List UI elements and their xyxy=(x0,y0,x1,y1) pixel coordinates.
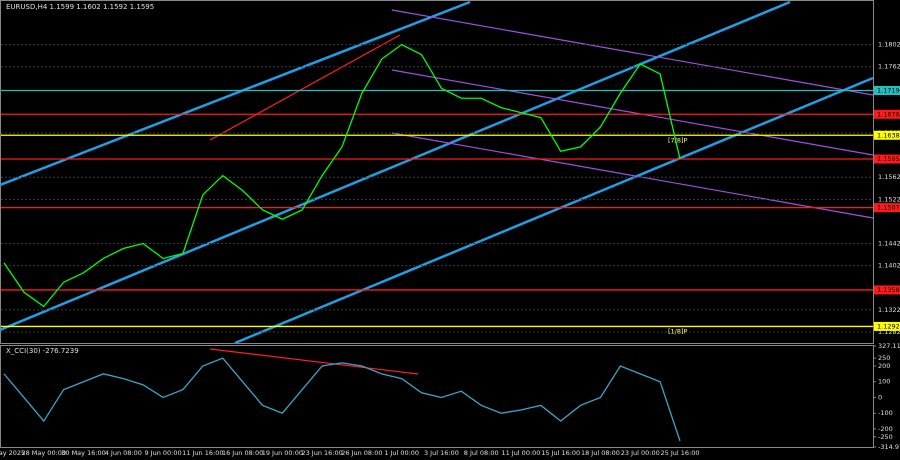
x-tick-label: 28 May 00:00 xyxy=(21,449,66,457)
murray-label: [7/8]P xyxy=(668,136,688,144)
x-tick-label: 23 Jun 16:00 xyxy=(301,449,342,457)
level-box xyxy=(874,109,900,119)
regression-line xyxy=(391,9,874,96)
channel-line xyxy=(234,76,874,345)
channel-line xyxy=(0,0,471,187)
indicator-title: X_CCI(30) -276.7239 xyxy=(6,347,79,355)
x-tick-label: 19 Jun 00:00 xyxy=(262,449,303,457)
x-tick-label: 11 Jun 16:00 xyxy=(182,449,223,457)
x-tick-label: 30 May 16:00 xyxy=(61,449,106,457)
regression-line xyxy=(391,69,874,156)
y-tick-label: 1.1282 xyxy=(878,328,900,336)
level-label: 1.1719 xyxy=(877,87,900,95)
x-tick-label: 18 Jul 08:00 xyxy=(581,449,620,457)
x-tick-label: 15 Jul 16:00 xyxy=(541,449,580,457)
series-line xyxy=(3,357,681,442)
x-tick-label: 8 Jul 08:00 xyxy=(464,449,499,457)
level-label: 1.1638 xyxy=(877,131,900,139)
y-tick-label: -250 xyxy=(878,433,893,441)
trend-line xyxy=(209,34,401,141)
y-tick-label: 1.1442 xyxy=(878,240,900,248)
level-box xyxy=(874,154,900,164)
y-tick-label: 250 xyxy=(878,354,890,362)
y-tick-label: 1.1402 xyxy=(878,262,900,270)
level-label: 1.1507 xyxy=(877,204,900,212)
level-label: 1.1676 xyxy=(877,110,900,118)
level-box xyxy=(874,203,900,213)
y-tick-label: 0 xyxy=(878,393,882,401)
y-tick-label: 1.1322 xyxy=(878,306,900,314)
level-box xyxy=(874,285,900,295)
channels xyxy=(0,0,874,375)
level-label: 1.1358 xyxy=(877,286,900,294)
x-tick-label: 3 Jul 16:00 xyxy=(424,449,459,457)
x-tick-label: 25 Jul 16:00 xyxy=(661,449,700,457)
level-box xyxy=(874,86,900,96)
x-tick-label: 26 Jun 08:00 xyxy=(341,449,382,457)
x-tick-label: 23 Jul 00:00 xyxy=(621,449,660,457)
y-tick-label: 200 xyxy=(878,362,890,370)
y-tick-label: -100 xyxy=(878,409,893,417)
divergence-line xyxy=(209,348,419,375)
level-label: 1.1292 xyxy=(877,322,900,330)
chart-title: EURUSD,H4 1.1599 1.1602 1.1592 1.1595 xyxy=(6,3,154,11)
cci-panel xyxy=(0,345,874,448)
y-tick-label: 1.1802 xyxy=(878,41,900,49)
x-tick-label: 11 Jul 00:00 xyxy=(501,449,540,457)
y-tick-label: -314.975 xyxy=(878,443,900,451)
y-tick-label: 1.1522 xyxy=(878,195,900,203)
y-tick-label: 1.1562 xyxy=(878,173,900,181)
x-tick-label: 9 Jun 00:00 xyxy=(144,449,181,457)
regression-line xyxy=(391,132,874,219)
y-tick-label: 327.116 xyxy=(878,342,900,350)
level-box xyxy=(874,321,900,331)
x-tick-label: 1 Jul 00:00 xyxy=(384,449,419,457)
murray-label: [1/8]P xyxy=(668,327,688,335)
level-box xyxy=(874,130,900,140)
y-tick-label: 100 xyxy=(878,378,890,386)
series-line xyxy=(3,43,681,308)
x-tick-label: 4 Jun 08:00 xyxy=(105,449,142,457)
main-panel xyxy=(0,0,874,344)
level-label: 1.1595 xyxy=(877,155,900,163)
y-tick-label: -200 xyxy=(878,425,893,433)
x-tick-label: 16 Jun 08:00 xyxy=(222,449,263,457)
y-tick-label: 1.1762 xyxy=(878,63,900,71)
x-tick-label: 23 May 2025 xyxy=(0,449,25,457)
